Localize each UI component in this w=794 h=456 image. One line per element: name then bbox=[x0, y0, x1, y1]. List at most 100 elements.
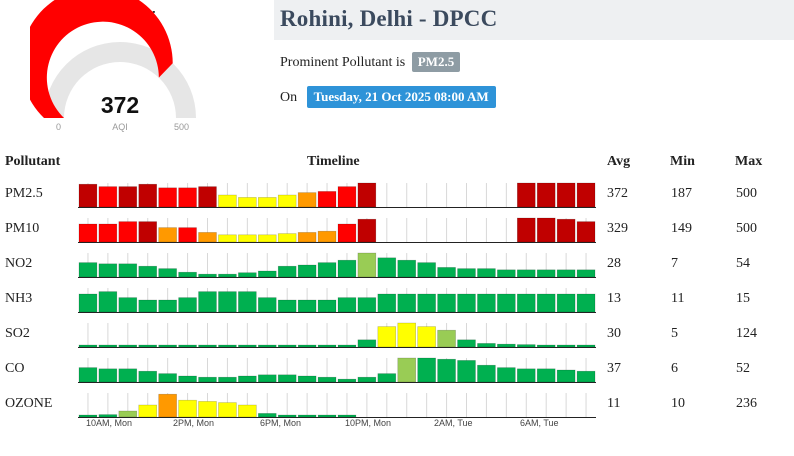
timeline-bar[interactable] bbox=[98, 344, 118, 348]
timeline-ozone[interactable] bbox=[78, 388, 596, 418]
timeline-bar[interactable] bbox=[118, 221, 138, 243]
timeline-bar[interactable] bbox=[277, 374, 297, 383]
timeline-bar[interactable] bbox=[517, 344, 536, 348]
timeline-bar[interactable] bbox=[477, 268, 496, 278]
timeline-bar[interactable] bbox=[477, 293, 496, 313]
timeline-bar[interactable] bbox=[198, 376, 217, 383]
timeline-bar[interactable] bbox=[297, 375, 317, 383]
timeline-bar[interactable] bbox=[198, 232, 217, 243]
timeline-bar[interactable] bbox=[576, 269, 596, 278]
timeline-bar[interactable] bbox=[536, 182, 556, 208]
timeline-bar[interactable] bbox=[78, 414, 98, 418]
timeline-bar[interactable] bbox=[556, 218, 576, 243]
timeline-bar[interactable] bbox=[277, 194, 297, 208]
timeline-bar[interactable] bbox=[497, 269, 516, 278]
timeline-bar[interactable] bbox=[277, 414, 297, 418]
timeline-bar[interactable] bbox=[357, 182, 377, 208]
timeline-bar[interactable] bbox=[277, 265, 297, 278]
timeline-bar[interactable] bbox=[357, 252, 377, 278]
timeline-bar[interactable] bbox=[178, 227, 197, 243]
timeline-bar[interactable] bbox=[78, 183, 98, 208]
timeline-bar[interactable] bbox=[258, 344, 277, 348]
timeline-bar[interactable] bbox=[437, 293, 456, 313]
timeline-bar[interactable] bbox=[198, 344, 217, 348]
timeline-bar[interactable] bbox=[138, 344, 157, 348]
timeline-bar[interactable] bbox=[138, 370, 157, 383]
timeline-bar[interactable] bbox=[317, 414, 337, 418]
timeline-bar[interactable] bbox=[517, 293, 536, 313]
timeline-bar[interactable] bbox=[238, 197, 257, 208]
timeline-bar[interactable] bbox=[397, 293, 416, 313]
timeline-bar[interactable] bbox=[317, 299, 337, 313]
timeline-bar[interactable] bbox=[357, 376, 377, 383]
timeline-bar[interactable] bbox=[397, 357, 416, 383]
timeline-bar[interactable] bbox=[158, 299, 177, 313]
timeline-bar[interactable] bbox=[118, 368, 138, 383]
timeline-bar[interactable] bbox=[337, 344, 357, 348]
timeline-bar[interactable] bbox=[78, 262, 98, 278]
timeline-bar[interactable] bbox=[198, 186, 217, 208]
timeline-bar[interactable] bbox=[98, 263, 118, 278]
timeline-bar[interactable] bbox=[218, 194, 237, 208]
timeline-bar[interactable] bbox=[576, 221, 596, 243]
timeline-bar[interactable] bbox=[417, 326, 436, 348]
timeline-bar[interactable] bbox=[517, 182, 536, 208]
timeline-bar[interactable] bbox=[178, 344, 197, 348]
timeline-bar[interactable] bbox=[158, 268, 177, 278]
timeline-bar[interactable] bbox=[317, 191, 337, 208]
timeline-nh3[interactable] bbox=[78, 283, 596, 313]
timeline-bar[interactable] bbox=[497, 367, 516, 383]
timeline-bar[interactable] bbox=[457, 293, 476, 313]
timeline-bar[interactable] bbox=[258, 234, 277, 243]
timeline-bar[interactable] bbox=[477, 343, 496, 348]
timeline-bar[interactable] bbox=[158, 393, 177, 418]
timeline-bar[interactable] bbox=[477, 364, 496, 383]
timeline-bar[interactable] bbox=[78, 293, 98, 313]
timeline-bar[interactable] bbox=[138, 183, 157, 208]
timeline-bar[interactable] bbox=[158, 373, 177, 383]
timeline-bar[interactable] bbox=[98, 291, 118, 313]
timeline-bar[interactable] bbox=[138, 299, 157, 313]
timeline-bar[interactable] bbox=[377, 326, 397, 348]
timeline-bar[interactable] bbox=[198, 273, 217, 278]
timeline-bar[interactable] bbox=[118, 186, 138, 208]
timeline-bar[interactable] bbox=[138, 265, 157, 278]
timeline-bar[interactable] bbox=[138, 404, 157, 418]
timeline-bar[interactable] bbox=[218, 234, 237, 243]
timeline-bar[interactable] bbox=[158, 187, 177, 208]
timeline-bar[interactable] bbox=[258, 197, 277, 208]
timeline-bar[interactable] bbox=[118, 344, 138, 348]
timeline-bar[interactable] bbox=[337, 223, 357, 243]
timeline-bar[interactable] bbox=[198, 401, 217, 418]
timeline-bar[interactable] bbox=[118, 263, 138, 278]
timeline-bar[interactable] bbox=[337, 414, 357, 418]
timeline-bar[interactable] bbox=[317, 230, 337, 243]
timeline-bar[interactable] bbox=[118, 297, 138, 313]
timeline-bar[interactable] bbox=[397, 259, 416, 278]
timeline-bar[interactable] bbox=[297, 232, 317, 243]
timeline-bar[interactable] bbox=[258, 297, 277, 313]
timeline-bar[interactable] bbox=[536, 269, 556, 278]
timeline-bar[interactable] bbox=[357, 339, 377, 348]
timeline-bar[interactable] bbox=[78, 344, 98, 348]
timeline-bar[interactable] bbox=[337, 259, 357, 278]
timeline-bar[interactable] bbox=[218, 291, 237, 313]
timeline-bar[interactable] bbox=[297, 299, 317, 313]
timeline-bar[interactable] bbox=[178, 271, 197, 278]
timeline-bar[interactable] bbox=[377, 293, 397, 313]
timeline-bar[interactable] bbox=[277, 344, 297, 348]
timeline-bar[interactable] bbox=[397, 322, 416, 348]
timeline-bar[interactable] bbox=[556, 182, 576, 208]
timeline-bar[interactable] bbox=[337, 378, 357, 383]
timeline-bar[interactable] bbox=[138, 221, 157, 243]
timeline-bar[interactable] bbox=[218, 344, 237, 348]
timeline-bar[interactable] bbox=[337, 297, 357, 313]
timeline-bar[interactable] bbox=[258, 270, 277, 278]
timeline-no2[interactable] bbox=[78, 248, 596, 278]
timeline-bar[interactable] bbox=[297, 264, 317, 278]
timeline-bar[interactable] bbox=[178, 399, 197, 418]
timeline-bar[interactable] bbox=[576, 182, 596, 208]
timeline-co[interactable] bbox=[78, 353, 596, 383]
timeline-bar[interactable] bbox=[497, 293, 516, 313]
timeline-bar[interactable] bbox=[517, 368, 536, 383]
